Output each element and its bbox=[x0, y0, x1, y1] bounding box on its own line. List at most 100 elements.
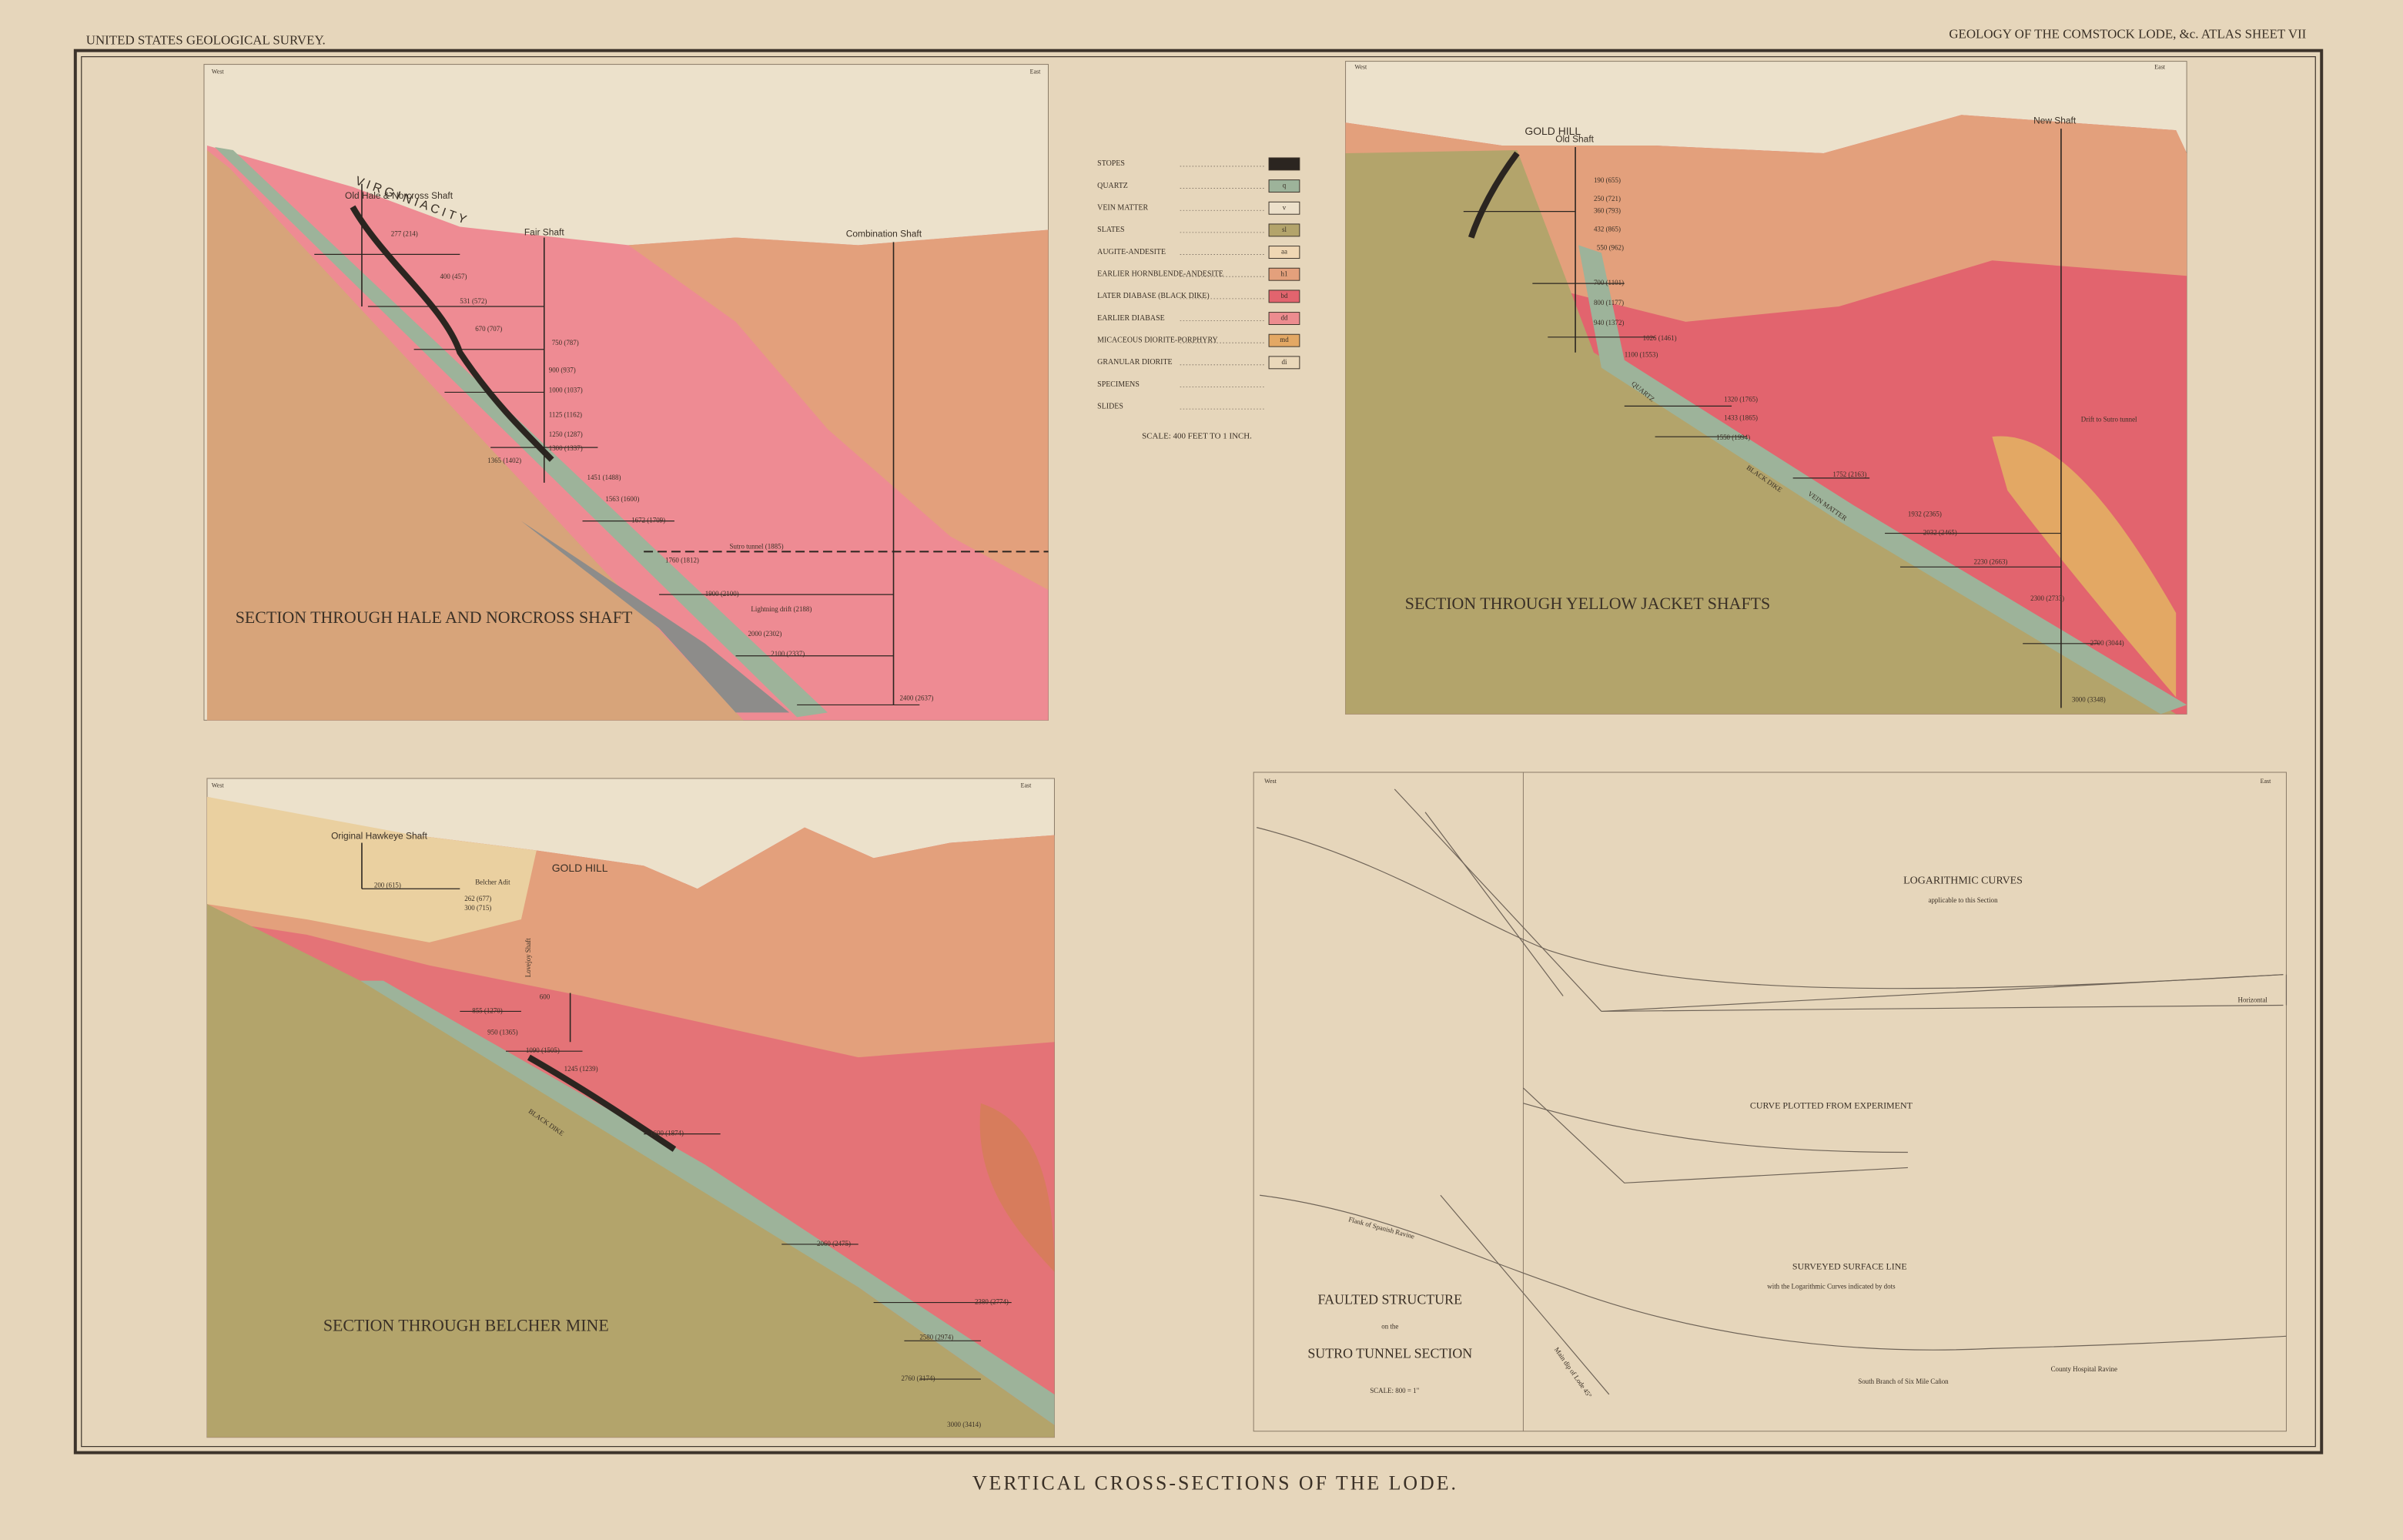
section-label: Sutro tunnel (1885) bbox=[730, 542, 784, 550]
outer-frame bbox=[73, 49, 2324, 1455]
diorite-region bbox=[206, 150, 744, 721]
section-label: 1752 (2163) bbox=[1832, 470, 1866, 478]
section-labels: SECTION THROUGH HALE AND NORCROSS SHAFT W… bbox=[212, 68, 1041, 701]
section-label: 855 (1270) bbox=[472, 1006, 502, 1014]
legend-symbol: md bbox=[1280, 336, 1289, 343]
section-label: 670 (707) bbox=[475, 325, 502, 333]
header-right: GEOLOGY OF THE COMSTOCK LODE, &c. ATLAS … bbox=[1949, 27, 2306, 42]
legend-label: SPECIMENS bbox=[1097, 380, 1140, 389]
legend-swatch bbox=[1268, 201, 1300, 215]
section-label: Fair Shaft bbox=[524, 227, 564, 238]
section-label: 800 (1177) bbox=[1594, 299, 1624, 306]
legend-swatch bbox=[1268, 246, 1300, 259]
legend-label: VEIN MATTER bbox=[1097, 204, 1148, 213]
legend-symbol: aa bbox=[1281, 248, 1287, 256]
section-label: 1900 (2100) bbox=[705, 590, 739, 598]
porphyry-lens bbox=[1992, 436, 2177, 698]
section-hale-norcross bbox=[203, 64, 1049, 721]
section-label: 1550 (1994) bbox=[1716, 434, 1750, 441]
section-label: 750 (787) bbox=[552, 339, 579, 346]
legend-symbol: q bbox=[1283, 182, 1287, 189]
section-label: Belcher Adit bbox=[475, 878, 510, 886]
section-label: 2032 (2465) bbox=[1923, 529, 1957, 537]
section-label: 2400 (2637) bbox=[899, 695, 933, 702]
legend-swatch bbox=[1268, 179, 1300, 193]
slate-region bbox=[206, 904, 1055, 1438]
section-yellow-jacket bbox=[1345, 61, 2187, 715]
section-label: 600 bbox=[540, 993, 551, 1001]
legend-swatch bbox=[1268, 223, 1300, 237]
legend-swatch bbox=[1268, 333, 1300, 347]
section-label: SCALE: 800 = 1" bbox=[1370, 1387, 1419, 1394]
section-label: 1100 (1553) bbox=[1625, 351, 1658, 359]
porphyry-lens bbox=[979, 1103, 1055, 1272]
section-label: 1245 (1239) bbox=[564, 1065, 598, 1073]
legend-symbol: dd bbox=[1280, 314, 1287, 322]
section-label: West bbox=[212, 782, 224, 789]
section-label: 3000 (3414) bbox=[947, 1421, 981, 1428]
section-label: Horizontal bbox=[2238, 996, 2268, 1004]
legend: STOPES QUARTZ q VEIN MATTER v SLATES sl AUGITE-… bbox=[1097, 157, 1300, 410]
section-label: East bbox=[1021, 782, 1032, 789]
section-label: Lightning drift (2188) bbox=[751, 605, 812, 613]
section-label: 1320 (1765) bbox=[1724, 395, 1758, 403]
legend-label: SLIDES bbox=[1097, 402, 1123, 410]
section-label: 2100 (2337) bbox=[771, 650, 805, 658]
section-label: with the Logarithmic Curves indicated by… bbox=[1767, 1283, 1896, 1291]
section-label: on the bbox=[1381, 1322, 1398, 1330]
section-title: FAULTED STRUCTURE bbox=[1318, 1292, 1463, 1307]
section-label: SUTRO TUNNEL SECTION bbox=[1307, 1345, 1472, 1361]
section-label: 1932 (2365) bbox=[1908, 511, 1942, 518]
section-label: 2000 (2302) bbox=[748, 630, 781, 638]
section-label: 262 (677) bbox=[464, 895, 491, 902]
section-label: 1125 (1162) bbox=[549, 410, 582, 418]
legend-swatch bbox=[1268, 356, 1300, 370]
section-label: GOLD HILL bbox=[552, 862, 608, 874]
section-label: 1433 (1865) bbox=[1724, 413, 1758, 421]
section-label: 432 (865) bbox=[1594, 226, 1621, 233]
section-label: 2580 (2974) bbox=[919, 1333, 953, 1341]
section-label: 940 (1372) bbox=[1594, 319, 1624, 326]
section-label: Lovejoy Shaft bbox=[524, 938, 532, 977]
footer-title: VERTICAL CROSS-SECTIONS OF THE LODE. bbox=[972, 1471, 1458, 1494]
section-label: applicable to this Section bbox=[1929, 896, 1999, 904]
panel-frame bbox=[1253, 772, 2287, 1432]
curves bbox=[1256, 788, 2288, 1395]
section-label: 1000 (1037) bbox=[549, 387, 583, 394]
section-label: 1300 (1337) bbox=[549, 444, 583, 452]
section-label: 190 (655) bbox=[1594, 176, 1621, 184]
section-label: 550 (962) bbox=[1597, 243, 1624, 251]
legend-swatch bbox=[1268, 312, 1300, 325]
section-label: CURVE PLOTTED FROM EXPERIMENT bbox=[1750, 1100, 1913, 1111]
legend-symbol: v bbox=[1283, 203, 1287, 211]
legend-swatch bbox=[1268, 267, 1300, 281]
section-label: East bbox=[1030, 68, 1041, 75]
section-label: 1760 (1812) bbox=[665, 556, 699, 564]
section-belcher bbox=[206, 778, 1055, 1438]
legend-label: SLATES bbox=[1097, 226, 1124, 234]
section-label: 300 (715) bbox=[464, 904, 491, 912]
stopes bbox=[1468, 151, 1520, 239]
section-label: Combination Shaft bbox=[846, 229, 922, 239]
slate-region bbox=[1345, 150, 2177, 715]
section-label: 250 (721) bbox=[1594, 195, 1621, 203]
levels bbox=[314, 253, 920, 706]
section-title: SECTION THROUGH HALE AND NORCROSS SHAFT bbox=[236, 608, 633, 627]
section-label: Drift to Sutro tunnel bbox=[2081, 415, 2137, 423]
section-label: Original Hawkeye Shaft bbox=[331, 831, 427, 842]
section-label: 360 (793) bbox=[1594, 207, 1621, 215]
section-label: 2760 (3174) bbox=[901, 1374, 935, 1382]
section-title: SECTION THROUGH BELCHER MINE bbox=[323, 1315, 609, 1334]
section-label: Old Shaft bbox=[1555, 133, 1594, 144]
section-label: LOGARITHMIC CURVES bbox=[1903, 875, 2023, 886]
section-label: 700 (1101) bbox=[1594, 279, 1624, 286]
section-label: West bbox=[1264, 778, 1277, 785]
section-label: 1563 (1600) bbox=[605, 495, 639, 503]
header-left: UNITED STATES GEOLOGICAL SURVEY. bbox=[86, 33, 326, 48]
legend-swatch bbox=[1268, 157, 1300, 171]
section-label: 2380 (2774) bbox=[975, 1298, 1009, 1306]
legend-label: GRANULAR DIORITE bbox=[1097, 358, 1172, 367]
section-label: Old Hale & Norcross Shaft bbox=[345, 190, 453, 201]
